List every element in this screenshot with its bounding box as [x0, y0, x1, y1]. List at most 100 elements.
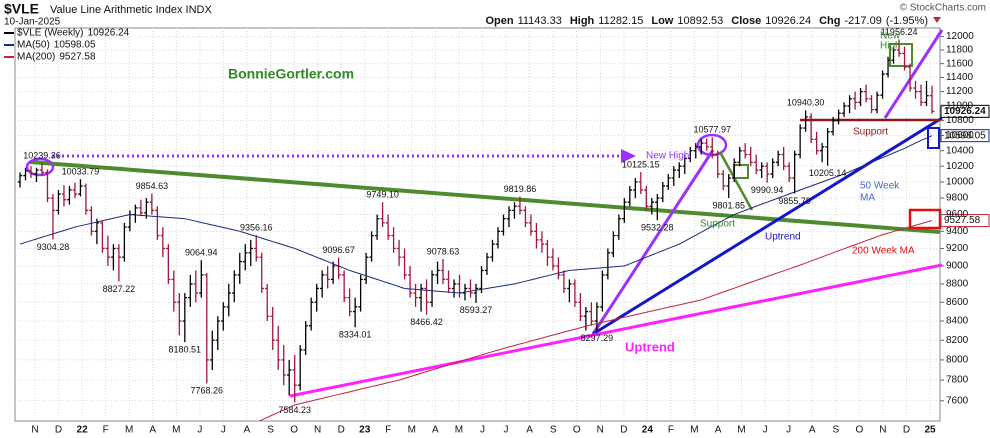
price-label: 11956.24 — [881, 27, 918, 37]
value-tag: 10598.05 — [944, 130, 986, 141]
price-label: 9304.28 — [37, 242, 70, 252]
x-tick-label: M — [125, 425, 133, 436]
change-pct: (-1.95%) — [886, 15, 928, 27]
purple-trendline — [883, 29, 944, 119]
x-tick-label: M — [737, 425, 745, 436]
x-tick-label: M — [455, 425, 463, 436]
quote-label: Low — [651, 15, 673, 27]
legend-label: MA(200) — [17, 52, 55, 63]
moving-averages — [19, 135, 933, 421]
y-tick-label: 9000 — [946, 261, 969, 272]
down-arrow — [933, 17, 941, 23]
y-tick-label: 7800 — [946, 375, 969, 386]
y-tick-label: 11200 — [946, 86, 974, 97]
x-tick-label: A — [149, 425, 156, 436]
annotation: High — [880, 41, 901, 52]
price-label: 7768.26 — [191, 386, 224, 396]
x-tick-label: J — [221, 425, 226, 436]
grid — [15, 28, 940, 421]
y-tick-label: 8400 — [946, 316, 969, 327]
red-box — [908, 208, 942, 230]
x-tick-label: A — [809, 425, 816, 436]
green-box — [889, 43, 913, 67]
quote-value: 10892.53 — [677, 15, 723, 27]
price-label: 9096.67 — [322, 245, 355, 255]
x-tick-label: O — [855, 425, 863, 436]
y-tick-label: 10600 — [946, 130, 974, 141]
legend-value: 9527.58 — [59, 52, 96, 63]
y-tick-label: 11000 — [946, 101, 974, 112]
value-tag-box — [940, 214, 990, 228]
annotation: Uptrend — [765, 232, 801, 243]
y-tick-label: 9200 — [946, 243, 969, 254]
quote-label: Chg — [819, 15, 840, 27]
legend-label: $VLE (Weekly) — [17, 28, 84, 39]
annotation: New High — [646, 151, 689, 162]
site-label: BonnieGortler.com — [228, 66, 354, 82]
x-tick-label: F — [385, 425, 391, 436]
x-tick-label: 24 — [642, 425, 654, 436]
price-label: 9749.10 — [366, 190, 399, 200]
y-tick-label: 11800 — [946, 45, 974, 56]
value-tag-box — [940, 104, 990, 118]
price-label: 9990.94 — [751, 185, 784, 195]
x-tick-label: D — [620, 425, 627, 436]
blue-trendline — [592, 116, 943, 336]
magenta-trendline — [289, 263, 943, 398]
annotation: 200 Week MA — [852, 246, 915, 257]
x-tick-label: S — [550, 425, 557, 436]
quote-label: Open — [485, 15, 513, 27]
price-label: 9064.94 — [185, 248, 218, 258]
quote-label: High — [570, 15, 595, 27]
quote-label: Close — [731, 15, 761, 27]
x-tick-label: M — [172, 425, 180, 436]
quote-value: -217.09 — [845, 15, 882, 27]
price-label: 10940.30 — [787, 98, 825, 108]
x-tick-label: 22 — [77, 425, 89, 436]
y-tick-label: 11600 — [946, 58, 974, 69]
x-tick-label: O — [290, 425, 298, 436]
y-tick-label: 9400 — [946, 226, 969, 237]
plot-area — [14, 27, 941, 422]
y-tick-label: 10800 — [946, 115, 974, 126]
annotation: Uptrend — [625, 339, 675, 354]
price-label: 9532.28 — [641, 223, 674, 233]
x-tick-label: M — [408, 425, 416, 436]
x-tick-label: J — [763, 425, 768, 436]
annotation: Support — [700, 219, 735, 230]
annotation: MA — [860, 193, 875, 204]
quote-line: Open 11143.33 High 11282.15 Low 10892.53 Close… — [485, 15, 928, 27]
annotation: Support — [853, 127, 888, 138]
x-tick-label: F — [103, 425, 109, 436]
price-label: 8466.42 — [410, 317, 443, 327]
y-tick-label: 8600 — [946, 297, 969, 308]
x-tick-label: N — [31, 425, 38, 436]
green-support-line — [718, 151, 754, 211]
x-tick-label: O — [573, 425, 581, 436]
purple-trendline — [591, 149, 715, 335]
x-tick-label: M — [690, 425, 698, 436]
value-tags: 10926.24 10598.05 9527.58 — [940, 104, 990, 228]
price-label: 10205.14 — [809, 168, 847, 178]
price-label: 8827.22 — [103, 284, 136, 294]
annotation: 50 Week — [860, 181, 900, 192]
x-tick-label: J — [504, 425, 509, 436]
x-tick-label: D — [338, 425, 345, 436]
price-label: 9356.16 — [240, 222, 273, 232]
legend-label: MA(50) — [17, 40, 50, 51]
price-label: 10577.97 — [693, 125, 731, 135]
price-label: 8593.27 — [460, 305, 493, 315]
y-tick-label: 10000 — [946, 177, 974, 188]
y-tick-label: 8000 — [946, 355, 969, 366]
price-label: 8334.01 — [339, 330, 372, 340]
price-label: 8297.29 — [581, 333, 614, 343]
price-label: 9819.86 — [504, 184, 537, 194]
x-tick-label: J — [197, 425, 202, 436]
y-tick-label: 8800 — [946, 279, 969, 290]
index-name: Value Line Arithmetic Index INDX — [50, 4, 212, 16]
x-tick-label: A — [432, 425, 439, 436]
price-label: 10239.36 — [23, 150, 61, 160]
x-tick-label: D — [55, 425, 62, 436]
